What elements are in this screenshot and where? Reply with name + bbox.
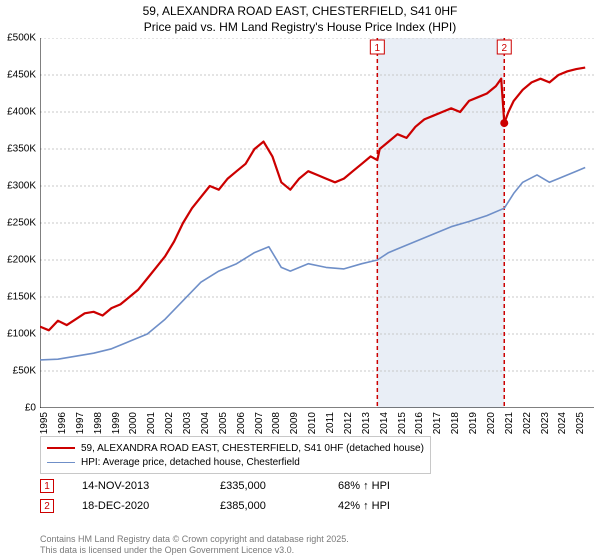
legend-label-hpi: HPI: Average price, detached house, Ches… <box>81 457 300 468</box>
sale-date-2: 18-DEC-2020 <box>82 500 192 512</box>
y-tick-label: £300K <box>7 181 36 192</box>
sale-price-2: £385,000 <box>220 500 310 512</box>
chart-area: 12 £0£50K£100K£150K£200K£250K£300K£350K£… <box>40 38 594 428</box>
sale-row-2: 2 18-DEC-2020 £385,000 42% ↑ HPI <box>40 496 594 516</box>
attribution: Contains HM Land Registry data © Crown c… <box>40 534 594 557</box>
y-tick-label: £200K <box>7 255 36 266</box>
attribution-line-1: Contains HM Land Registry data © Crown c… <box>40 534 594 545</box>
x-tick-label: 2000 <box>128 412 139 434</box>
y-tick-label: £50K <box>13 366 36 377</box>
sale-hpi-1: 68% ↑ HPI <box>338 480 390 492</box>
x-tick-label: 2007 <box>254 412 265 434</box>
chart-title: 59, ALEXANDRA ROAD EAST, CHESTERFIELD, S… <box>0 0 600 35</box>
x-tick-label: 1999 <box>111 412 122 434</box>
x-tick-label: 2005 <box>218 412 229 434</box>
x-tick-label: 2002 <box>164 412 175 434</box>
x-tick-label: 2022 <box>522 412 533 434</box>
x-tick-label: 2021 <box>504 412 515 434</box>
title-line-2: Price paid vs. HM Land Registry's House … <box>0 20 600 36</box>
attribution-line-2: This data is licensed under the Open Gov… <box>40 545 594 556</box>
sale-date-1: 14-NOV-2013 <box>82 480 192 492</box>
x-tick-label: 1996 <box>57 412 68 434</box>
y-tick-label: £0 <box>25 403 36 414</box>
sale-marker-2: 2 <box>40 499 54 513</box>
x-tick-label: 2016 <box>414 412 425 434</box>
y-tick-label: £450K <box>7 70 36 81</box>
legend: 59, ALEXANDRA ROAD EAST, CHESTERFIELD, S… <box>40 436 431 474</box>
x-axis: 1995 1996 1997 1998 1999 2000 2001 2002 2003 2004… <box>40 408 594 432</box>
plot-area: 12 <box>40 38 594 408</box>
x-tick-label: 2006 <box>236 412 247 434</box>
x-tick-label: 1997 <box>75 412 86 434</box>
svg-text:2: 2 <box>501 43 507 54</box>
x-tick-label: 2004 <box>200 412 211 434</box>
chart-container: 59, ALEXANDRA ROAD EAST, CHESTERFIELD, S… <box>0 0 600 560</box>
x-tick-label: 2009 <box>289 412 300 434</box>
sale-row-1: 1 14-NOV-2013 £335,000 68% ↑ HPI <box>40 476 594 496</box>
sale-marker-1: 1 <box>40 479 54 493</box>
x-tick-label: 2001 <box>146 412 157 434</box>
sale-hpi-2: 42% ↑ HPI <box>338 500 390 512</box>
legend-swatch-property <box>47 447 75 449</box>
legend-label-property: 59, ALEXANDRA ROAD EAST, CHESTERFIELD, S… <box>81 443 424 454</box>
x-tick-label: 2010 <box>307 412 318 434</box>
x-tick-label: 2014 <box>379 412 390 434</box>
y-tick-label: £250K <box>7 218 36 229</box>
x-tick-label: 2015 <box>397 412 408 434</box>
x-tick-label: 2012 <box>343 412 354 434</box>
x-tick-label: 2024 <box>557 412 568 434</box>
y-axis: £0£50K£100K£150K£200K£250K£300K£350K£400… <box>0 38 38 408</box>
title-line-1: 59, ALEXANDRA ROAD EAST, CHESTERFIELD, S… <box>0 4 600 20</box>
x-tick-label: 2020 <box>486 412 497 434</box>
legend-swatch-hpi <box>47 462 75 463</box>
y-tick-label: £400K <box>7 107 36 118</box>
x-tick-label: 1998 <box>93 412 104 434</box>
plot-svg: 12 <box>40 38 594 408</box>
y-tick-label: £150K <box>7 292 36 303</box>
y-tick-label: £350K <box>7 144 36 155</box>
y-tick-label: £500K <box>7 33 36 44</box>
x-tick-label: 2008 <box>271 412 282 434</box>
y-tick-label: £100K <box>7 329 36 340</box>
x-tick-label: 2019 <box>468 412 479 434</box>
legend-row-property: 59, ALEXANDRA ROAD EAST, CHESTERFIELD, S… <box>47 441 424 455</box>
sale-rows: 1 14-NOV-2013 £335,000 68% ↑ HPI 2 18-DE… <box>40 476 594 516</box>
x-tick-label: 2011 <box>325 412 336 434</box>
x-tick-label: 2017 <box>432 412 443 434</box>
sale-price-1: £335,000 <box>220 480 310 492</box>
x-tick-label: 2025 <box>575 412 586 434</box>
x-tick-label: 2018 <box>450 412 461 434</box>
svg-text:1: 1 <box>375 43 381 54</box>
legend-row-hpi: HPI: Average price, detached house, Ches… <box>47 455 424 469</box>
x-tick-label: 2023 <box>540 412 551 434</box>
x-tick-label: 2013 <box>361 412 372 434</box>
x-tick-label: 2003 <box>182 412 193 434</box>
x-tick-label: 1995 <box>39 412 50 434</box>
